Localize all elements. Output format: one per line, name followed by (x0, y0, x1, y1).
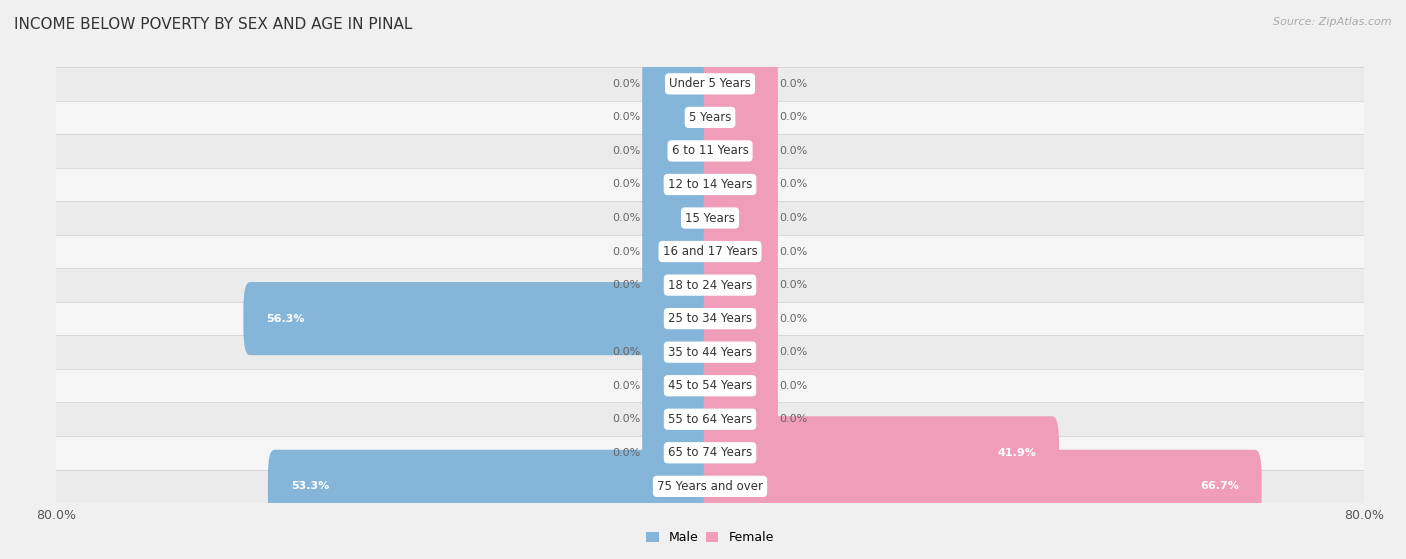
FancyBboxPatch shape (243, 282, 717, 355)
FancyBboxPatch shape (703, 249, 778, 321)
Text: 18 to 24 Years: 18 to 24 Years (668, 278, 752, 292)
Text: 0.0%: 0.0% (613, 112, 641, 122)
Text: 0.0%: 0.0% (613, 347, 641, 357)
Text: 12 to 14 Years: 12 to 14 Years (668, 178, 752, 191)
FancyBboxPatch shape (703, 282, 778, 355)
FancyBboxPatch shape (703, 316, 778, 389)
Text: 0.0%: 0.0% (613, 179, 641, 190)
Text: 75 Years and over: 75 Years and over (657, 480, 763, 493)
FancyBboxPatch shape (703, 349, 778, 422)
FancyBboxPatch shape (703, 383, 778, 456)
Text: 0.0%: 0.0% (779, 381, 807, 391)
Bar (56, 436, 1364, 470)
FancyBboxPatch shape (643, 215, 717, 288)
Bar (56, 134, 1364, 168)
FancyBboxPatch shape (643, 182, 717, 254)
Bar (56, 101, 1364, 134)
FancyBboxPatch shape (643, 416, 717, 489)
Legend: Male, Female: Male, Female (641, 526, 779, 549)
FancyBboxPatch shape (703, 115, 778, 187)
Bar (56, 67, 1364, 101)
Text: 0.0%: 0.0% (779, 179, 807, 190)
Text: 0.0%: 0.0% (613, 448, 641, 458)
FancyBboxPatch shape (643, 249, 717, 321)
FancyBboxPatch shape (269, 450, 717, 523)
Text: Source: ZipAtlas.com: Source: ZipAtlas.com (1274, 17, 1392, 27)
Text: 0.0%: 0.0% (779, 414, 807, 424)
FancyBboxPatch shape (703, 416, 1059, 489)
Text: 53.3%: 53.3% (291, 481, 329, 491)
Text: 25 to 34 Years: 25 to 34 Years (668, 312, 752, 325)
Bar (56, 402, 1364, 436)
Text: 6 to 11 Years: 6 to 11 Years (672, 144, 748, 158)
FancyBboxPatch shape (643, 48, 717, 120)
Bar (56, 470, 1364, 503)
FancyBboxPatch shape (703, 450, 1261, 523)
FancyBboxPatch shape (703, 215, 778, 288)
Bar (56, 201, 1364, 235)
FancyBboxPatch shape (703, 182, 778, 254)
Bar (56, 335, 1364, 369)
Text: 0.0%: 0.0% (613, 280, 641, 290)
Text: 65 to 74 Years: 65 to 74 Years (668, 446, 752, 459)
Text: 0.0%: 0.0% (779, 213, 807, 223)
Text: 0.0%: 0.0% (779, 247, 807, 257)
FancyBboxPatch shape (643, 148, 717, 221)
Text: 5 Years: 5 Years (689, 111, 731, 124)
FancyBboxPatch shape (703, 148, 778, 221)
Text: 0.0%: 0.0% (613, 213, 641, 223)
Text: 35 to 44 Years: 35 to 44 Years (668, 345, 752, 359)
FancyBboxPatch shape (643, 383, 717, 456)
Text: 0.0%: 0.0% (779, 347, 807, 357)
FancyBboxPatch shape (643, 81, 717, 154)
Text: 41.9%: 41.9% (997, 448, 1036, 458)
Text: 0.0%: 0.0% (779, 79, 807, 89)
Text: 0.0%: 0.0% (779, 112, 807, 122)
Text: 45 to 54 Years: 45 to 54 Years (668, 379, 752, 392)
FancyBboxPatch shape (643, 349, 717, 422)
Bar (56, 369, 1364, 402)
Text: 0.0%: 0.0% (613, 247, 641, 257)
Text: 66.7%: 66.7% (1199, 481, 1239, 491)
Text: 16 and 17 Years: 16 and 17 Years (662, 245, 758, 258)
Text: 56.3%: 56.3% (266, 314, 305, 324)
Text: 0.0%: 0.0% (613, 414, 641, 424)
FancyBboxPatch shape (643, 115, 717, 187)
Text: INCOME BELOW POVERTY BY SEX AND AGE IN PINAL: INCOME BELOW POVERTY BY SEX AND AGE IN P… (14, 17, 412, 32)
Text: 0.0%: 0.0% (779, 146, 807, 156)
Text: 15 Years: 15 Years (685, 211, 735, 225)
Text: Under 5 Years: Under 5 Years (669, 77, 751, 91)
Text: 0.0%: 0.0% (613, 381, 641, 391)
Text: 0.0%: 0.0% (779, 280, 807, 290)
Bar (56, 168, 1364, 201)
FancyBboxPatch shape (643, 316, 717, 389)
Text: 0.0%: 0.0% (613, 146, 641, 156)
FancyBboxPatch shape (703, 48, 778, 120)
FancyBboxPatch shape (703, 81, 778, 154)
Text: 55 to 64 Years: 55 to 64 Years (668, 413, 752, 426)
Text: 0.0%: 0.0% (613, 79, 641, 89)
Bar (56, 235, 1364, 268)
Bar (56, 268, 1364, 302)
Bar (56, 302, 1364, 335)
Text: 0.0%: 0.0% (779, 314, 807, 324)
